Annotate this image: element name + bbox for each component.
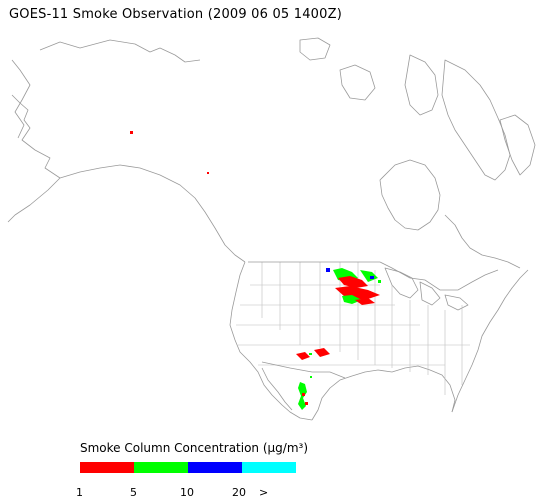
legend-swatch-blue: [188, 462, 242, 473]
smoke-plume: [338, 276, 368, 288]
east-coastline: [451, 269, 529, 413]
legend-swatch-red: [80, 462, 134, 473]
great-lakes: [384, 267, 419, 299]
legend-title: Smoke Column Concentration (μg/m³): [80, 441, 308, 455]
legend-tick: 1: [76, 486, 83, 499]
legend-swatch-green: [134, 462, 188, 473]
gulf-coastline: [351, 365, 456, 413]
map-title: GOES-11 Smoke Observation (2009 06 05 14…: [9, 7, 342, 22]
west-coastline: [229, 261, 313, 421]
smoke-pixel: [326, 268, 330, 272]
alaska-coastline: [7, 94, 61, 223]
smoke-plume: [314, 348, 330, 357]
smoke-pixel: [310, 376, 312, 378]
smoke-pixel: [378, 280, 381, 283]
smoke-plume: [355, 298, 375, 305]
canada-us-border: [248, 261, 499, 291]
legend-tick: 10: [180, 486, 194, 499]
smoke-pixel: [207, 172, 209, 174]
us-mexico-border: [261, 361, 346, 379]
baffin-island: [441, 59, 511, 181]
smoke-pixel: [305, 402, 308, 405]
state-boundaries: [236, 262, 470, 395]
smoke-pixel: [302, 393, 305, 396]
legend-tick: 20: [232, 486, 246, 499]
legend-color-bar: [80, 462, 296, 473]
arctic-coastline: [39, 39, 201, 63]
legend-tick: >: [259, 486, 269, 499]
smoke-plume: [342, 295, 362, 304]
smoke-plume: [296, 352, 310, 360]
legend-swatch-cyan: [242, 462, 296, 473]
smoke-detections: [130, 131, 381, 410]
smoke-pixel: [309, 353, 312, 355]
smoke-pixel: [370, 276, 374, 279]
legend-tick: 5: [130, 486, 137, 499]
smoke-pixel: [130, 131, 133, 134]
hudson-bay: [379, 159, 441, 231]
